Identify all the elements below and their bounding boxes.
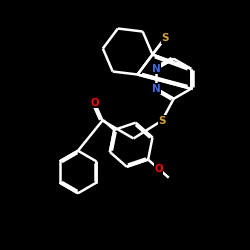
Text: O: O <box>154 164 163 174</box>
Text: S: S <box>158 116 166 126</box>
Text: O: O <box>90 98 99 108</box>
Text: N: N <box>152 64 161 74</box>
Text: N: N <box>152 84 161 94</box>
Text: S: S <box>161 33 169 43</box>
